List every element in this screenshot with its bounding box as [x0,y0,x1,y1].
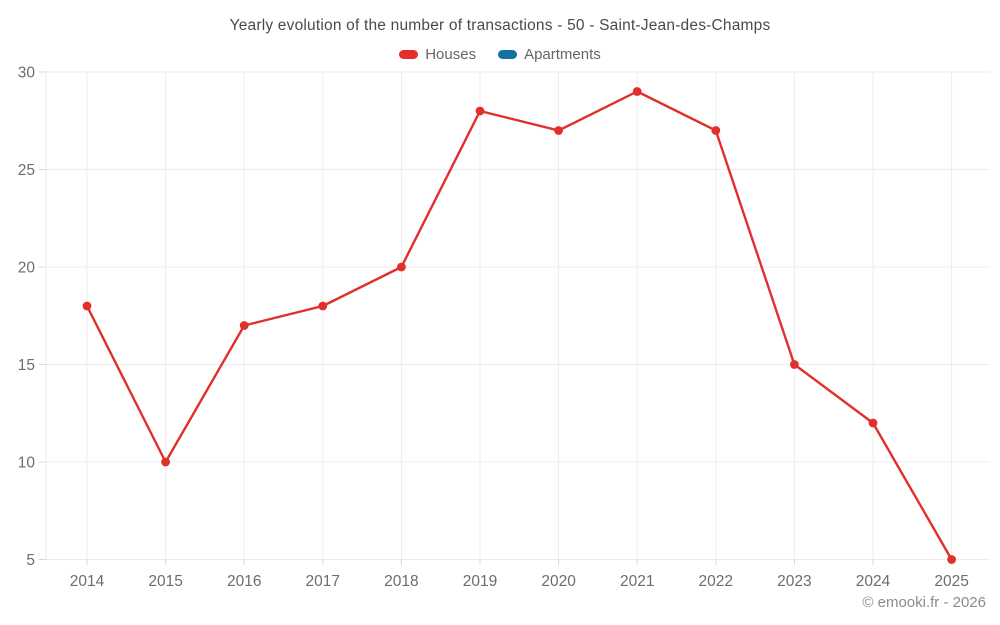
houses-legend-swatch-icon [399,50,419,59]
houses-point [632,87,642,96]
y-axis-label: 25 [18,162,35,179]
houses-point [318,301,328,311]
x-axis-label: 2023 [777,573,811,590]
houses-point [397,262,406,272]
x-axis-label: 2020 [541,573,576,590]
houses-point [554,126,563,135]
houses-point [790,360,799,369]
y-axis-label: 15 [18,357,35,374]
y-axis-label: 10 [18,455,36,472]
chart-title: Yearly evolution of the number of transa… [229,17,771,34]
houses-line [85,90,953,561]
legend-label-apartments: Apartments [524,46,601,63]
x-axis-label: 2016 [227,573,261,590]
x-axis-label: 2025 [934,573,968,590]
houses-point [711,126,721,135]
houses-point [82,301,92,311]
legend-item-apartments[interactable]: Apartments [498,46,601,63]
x-axis-label: 2022 [699,573,733,590]
x-axis-label: 2019 [463,573,497,590]
x-axis-label: 2024 [856,573,891,590]
x-axis-label: 2021 [620,573,654,590]
x-axis-label: 2014 [70,573,105,590]
y-axis-label: 5 [26,552,35,569]
legend-label-houses: Houses [425,46,477,63]
chart-legend: Houses Apartments [0,46,1000,63]
x-axis-label: 2015 [148,573,182,590]
apartments-legend-swatch-icon [498,50,518,59]
y-axis-label: 30 [18,65,36,82]
houses-point [475,106,485,116]
houses-point [239,321,249,330]
copyright-text: © emooki.fr - 2026 [862,594,986,611]
y-axis-label: 20 [18,260,36,277]
houses-point [161,457,171,467]
legend-item-houses[interactable]: Houses [399,46,476,63]
houses-point [947,555,956,564]
x-axis-label: 2018 [384,573,418,590]
houses-point [868,418,878,428]
x-axis-label: 2017 [306,573,340,590]
